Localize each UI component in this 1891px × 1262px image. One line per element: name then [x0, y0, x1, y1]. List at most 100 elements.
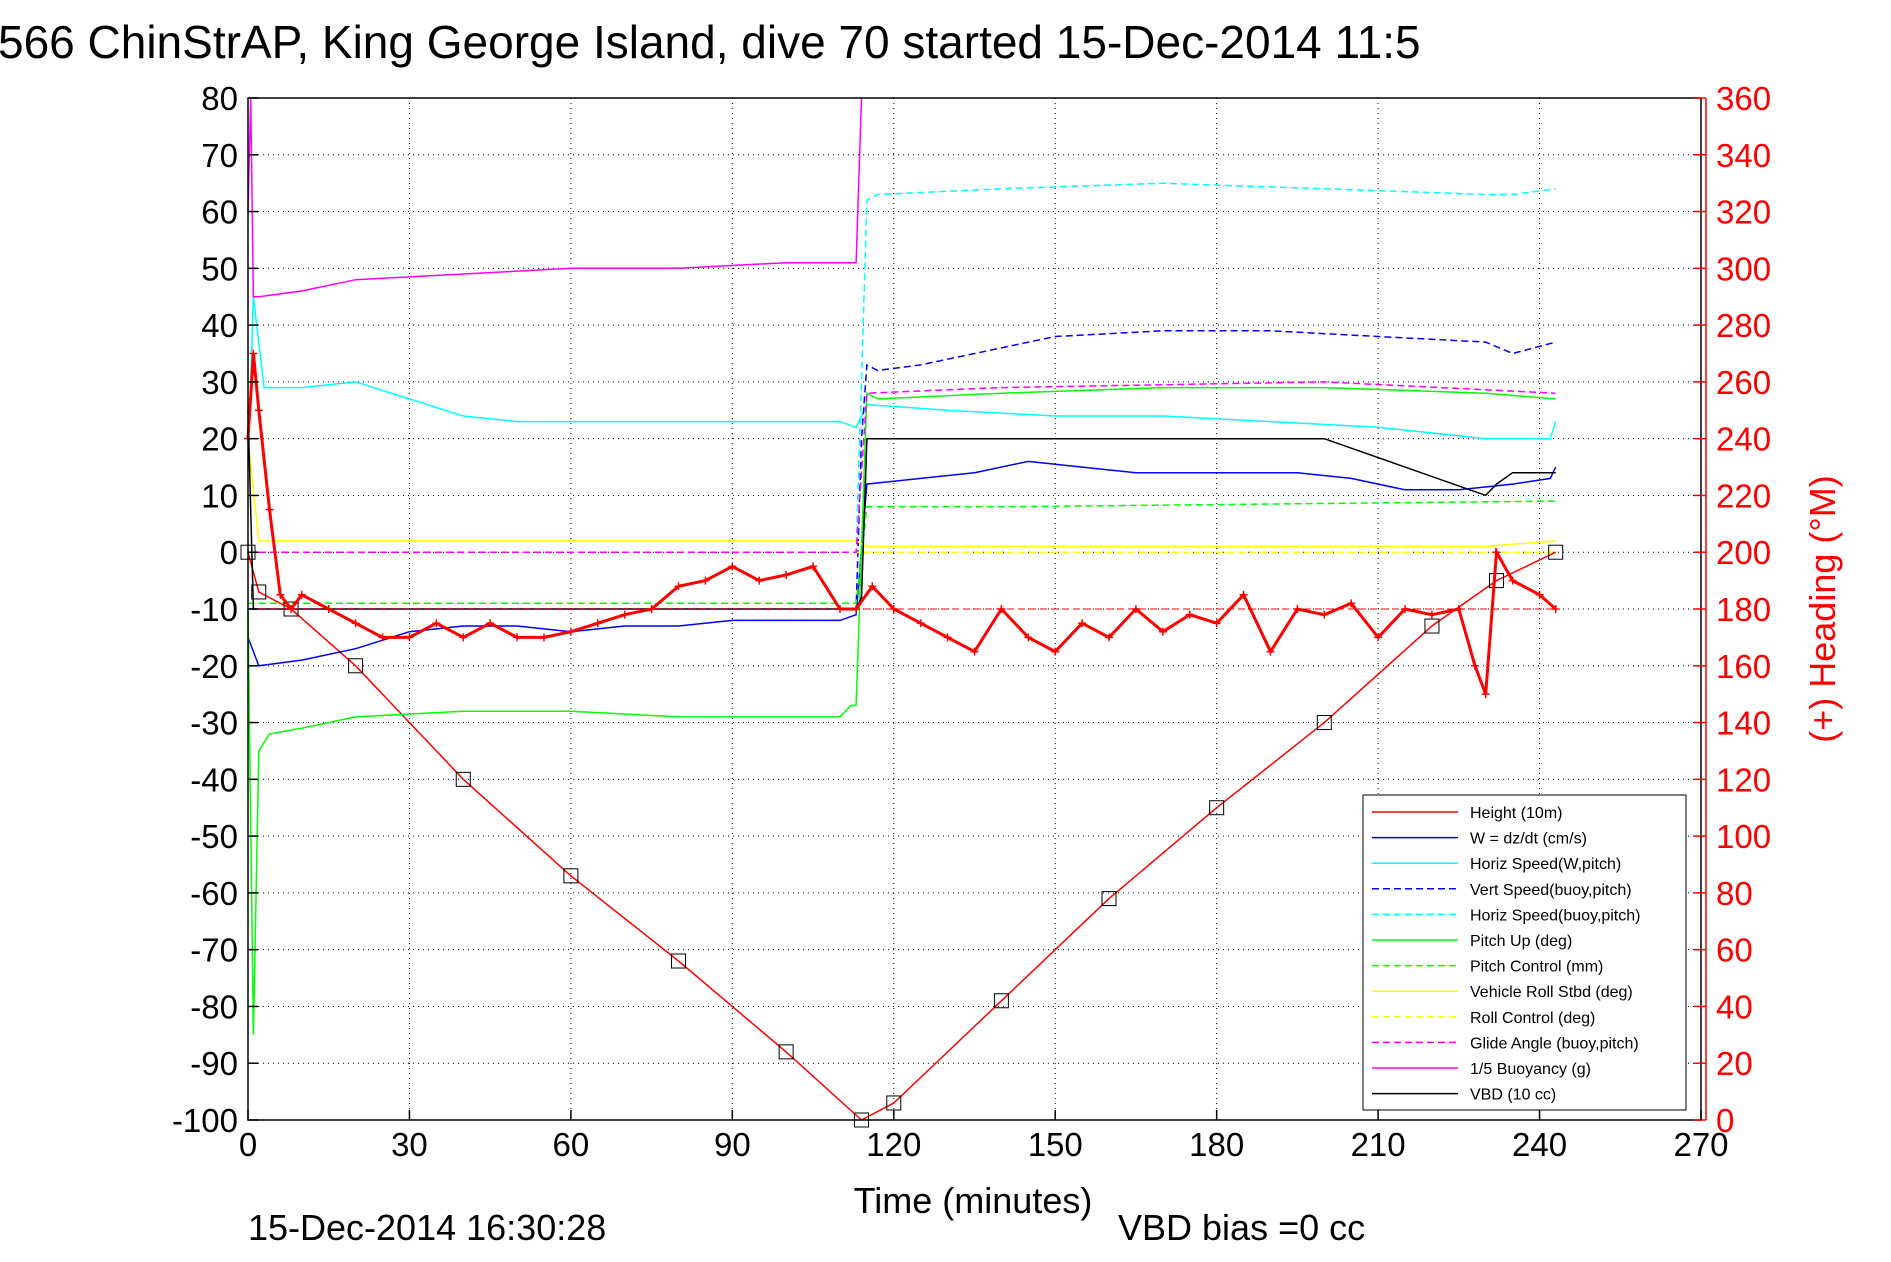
- legend-label-1-5-buoyancy-g: 1/5 Buoyancy (g): [1470, 1061, 1591, 1078]
- heading-point: [1374, 633, 1383, 642]
- legend-label-pitch-control-mm: Pitch Control (mm): [1470, 959, 1603, 976]
- tick-label-y: -80: [190, 988, 238, 1025]
- tick-label-right: 200: [1716, 534, 1771, 571]
- tick-label-right: 260: [1716, 364, 1771, 401]
- heading-point: [459, 633, 468, 642]
- tick-label-y: 30: [201, 364, 238, 401]
- tick-label-y: 10: [201, 477, 238, 514]
- tick-label-right: 20: [1716, 1045, 1753, 1082]
- heading-point: [1551, 605, 1560, 613]
- series-vbd-10-cc: [247, 410, 1556, 610]
- heading-layer: [244, 349, 1560, 699]
- heading-point: [1158, 627, 1167, 636]
- heading-point: [1266, 647, 1275, 656]
- tick-label-x: 210: [1351, 1126, 1406, 1163]
- tick-label-right: 180: [1716, 591, 1771, 628]
- heading-point: [513, 633, 522, 642]
- tick-label-right: 340: [1716, 137, 1771, 174]
- legend-label-vbd-10-cc: VBD (10 cc): [1470, 1087, 1556, 1104]
- heading-point: [1320, 610, 1329, 619]
- heading-point: [728, 562, 737, 571]
- series-vehicle-roll-stbd-deg: [247, 438, 1556, 548]
- heading-point: [1427, 610, 1436, 619]
- series-horiz-speed-w-pitch: [247, 296, 1557, 468]
- heading-point: [249, 349, 258, 358]
- series-pitch-control-mm: [248, 500, 1556, 605]
- tick-label-right: 80: [1716, 875, 1753, 912]
- tick-label-x: 180: [1189, 1126, 1244, 1163]
- tick-label-right: 300: [1716, 250, 1771, 287]
- legend-label-height-10m: Height (10m): [1470, 805, 1562, 822]
- tick-label-x: 270: [1673, 1126, 1728, 1163]
- tick-label-right: 280: [1716, 307, 1771, 344]
- heading-point: [1105, 633, 1114, 642]
- heading-point: [276, 590, 285, 599]
- heading-point: [755, 576, 764, 585]
- series-1-5-buoyancy-g: [247, 97, 863, 298]
- legend-label-horiz-speed-buoy-pitch: Horiz Speed(buoy,pitch): [1470, 907, 1640, 924]
- heading-point: [254, 406, 263, 415]
- chart-title: 566 ChinStrAP, King George Island, dive …: [0, 16, 1421, 68]
- heading-point: [351, 619, 360, 628]
- tick-label-right: 140: [1716, 705, 1771, 742]
- heading-point: [674, 582, 683, 591]
- tick-label-y: 80: [201, 80, 238, 117]
- tick-label-x: 120: [866, 1126, 921, 1163]
- heading-point: [265, 505, 274, 514]
- tick-label-y: 70: [201, 137, 238, 174]
- tick-label-x: 90: [714, 1126, 751, 1163]
- tick-label-y: 20: [201, 421, 238, 458]
- tick-label-y: -60: [190, 875, 238, 912]
- tick-label-y: 60: [201, 194, 238, 231]
- left-ticks: 80 70 60 50 40 30 20 10 0 -10 -20 -30 -40 -50 -60 -70 -8…: [172, 80, 258, 1139]
- tick-label-x: 150: [1028, 1126, 1083, 1163]
- height-marker: [563, 868, 579, 884]
- heading-point: [486, 619, 495, 628]
- tick-label-y: -70: [190, 932, 238, 969]
- heading-point: [1212, 619, 1221, 628]
- heading-point: [1508, 576, 1517, 585]
- heading-point: [539, 633, 548, 642]
- right-axis-label: (+) Heading (°M): [1802, 475, 1843, 742]
- heading-point: [405, 633, 414, 642]
- legend-label-horiz-speed-w-pitch: Horiz Speed(W,pitch): [1470, 856, 1621, 873]
- heading-point: [620, 610, 629, 619]
- series-vert-speed-buoy-pitch: [248, 330, 1556, 610]
- legend-label-glide-angle-buoy-pitch: Glide Angle (buoy,pitch): [1470, 1035, 1639, 1052]
- legend-label-roll-control-deg: Roll Control (deg): [1470, 1010, 1595, 1027]
- tick-label-x: 0: [239, 1126, 257, 1163]
- tick-label-right: 160: [1716, 648, 1771, 685]
- series-layer: [240, 97, 1564, 1128]
- heading-point: [1051, 647, 1060, 656]
- height-marker: [1316, 715, 1332, 731]
- height-marker: [348, 658, 364, 674]
- tick-label-y: 40: [201, 307, 238, 344]
- heading-point: [297, 590, 306, 599]
- height-marker: [455, 771, 471, 787]
- heading-point: [809, 562, 818, 571]
- heading-point: [1185, 610, 1194, 619]
- heading-point: [1492, 548, 1501, 557]
- tick-label-right: 360: [1716, 80, 1771, 117]
- legend-label-pitch-up-deg: Pitch Up (deg): [1470, 933, 1572, 950]
- heading-point: [1024, 633, 1033, 642]
- heading-point: [1470, 661, 1479, 670]
- tick-label-y: -100: [172, 1102, 238, 1139]
- tick-label-right: 240: [1716, 421, 1771, 458]
- height-marker: [1489, 573, 1505, 589]
- tick-label-right: 40: [1716, 988, 1753, 1025]
- tick-label-x: 60: [553, 1126, 590, 1163]
- heading-point: [1535, 590, 1544, 599]
- tick-label-right: 100: [1716, 818, 1771, 855]
- heading-point: [970, 647, 979, 656]
- legend-label-vehicle-roll-stbd-deg: Vehicle Roll Stbd (deg): [1470, 984, 1633, 1001]
- height-marker: [1424, 618, 1440, 634]
- tick-label-y: -20: [190, 648, 238, 685]
- height-marker: [1101, 891, 1117, 907]
- tick-label-right: 320: [1716, 194, 1771, 231]
- tick-label-y: -10: [190, 591, 238, 628]
- tick-label-right: 220: [1716, 477, 1771, 514]
- series-glide-angle-buoy-pitch: [248, 381, 1556, 553]
- height-marker: [1209, 800, 1225, 816]
